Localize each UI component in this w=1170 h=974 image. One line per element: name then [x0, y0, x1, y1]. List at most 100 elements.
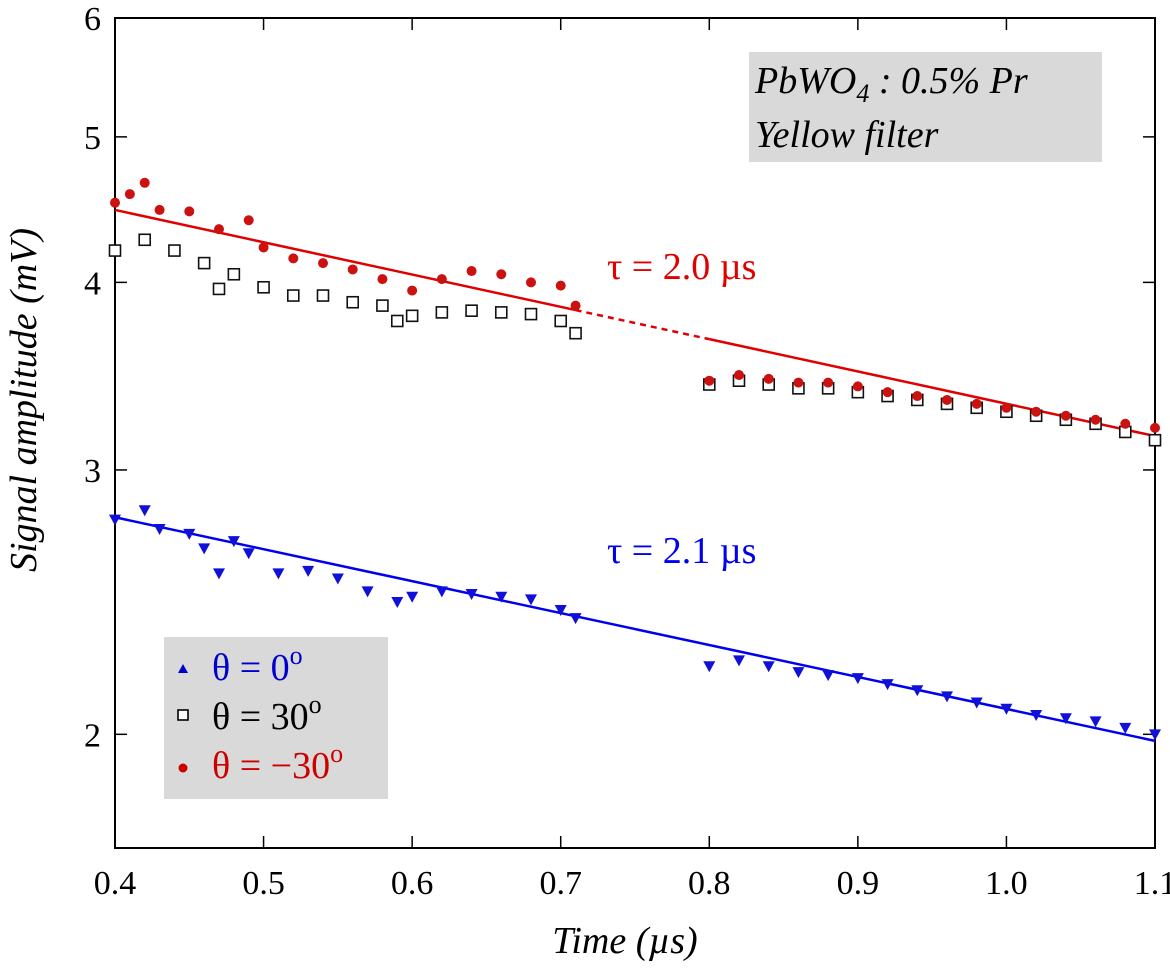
legend-entry-2: θ = −30o — [178, 739, 343, 787]
data-point-square — [435, 306, 449, 319]
data-point-circle — [793, 377, 804, 388]
x-tick-label: 0.6 — [391, 865, 434, 902]
data-point-triangle — [792, 667, 805, 679]
annotation-line-1: PbWO4 : 0.5% Pr — [754, 60, 1028, 108]
data-point-square — [494, 306, 508, 319]
y-tick-label: 4 — [84, 265, 101, 302]
data-point-triangle — [138, 505, 151, 517]
data-point-circle — [1150, 422, 1160, 433]
data-point-circle — [823, 377, 834, 388]
data-point-square — [1148, 433, 1162, 447]
annotation-main: PbWO — [754, 60, 856, 102]
data-point-triangle — [822, 670, 835, 682]
data-point-circle — [1001, 402, 1012, 413]
data-point-square — [390, 314, 404, 328]
tau-label-red: τ = 2.0 µs — [607, 246, 756, 288]
data-point-circle — [912, 391, 923, 402]
data-point-triangle — [881, 679, 894, 691]
legend-label-1: θ = 30o — [212, 690, 322, 738]
y-axis-ticks: 2 3 4 5 6 — [84, 1, 1155, 754]
data-point-circle — [555, 280, 566, 291]
data-point-square — [168, 244, 181, 257]
y-tick-label: 6 — [84, 1, 101, 38]
x-tick-label: 0.5 — [242, 865, 285, 902]
x-axis-title: Time (µs) — [552, 920, 697, 962]
data-point-triangle — [391, 596, 404, 608]
x-axis-ticks: 0.4 0.5 0.6 0.7 0.8 0.9 1.0 1.1 — [94, 18, 1170, 902]
annotation-subscript: 4 — [856, 79, 869, 108]
data-point-triangle — [525, 594, 537, 606]
data-point-triangle — [435, 586, 448, 598]
plot-frame — [114, 17, 1156, 849]
data-point-circle — [971, 398, 982, 409]
data-point-triangle — [153, 524, 166, 536]
data-point-triangle — [272, 568, 285, 580]
data-points — [108, 177, 1162, 741]
data-point-circle — [407, 285, 418, 296]
data-point-triangle — [495, 591, 508, 603]
data-point-square — [138, 233, 152, 247]
data-point-triangle — [733, 655, 745, 667]
data-point-triangle — [361, 586, 374, 598]
annotation-line-2: Yellow filter — [755, 114, 939, 156]
data-point-circle — [1031, 406, 1042, 417]
data-point-triangle — [109, 514, 121, 526]
fit-line-segment — [709, 337, 1156, 438]
fit-line — [114, 516, 1156, 743]
data-point-triangle — [851, 673, 864, 685]
data-point-circle — [184, 206, 195, 217]
y-tick-label: 5 — [84, 120, 101, 157]
data-point-square — [346, 295, 360, 309]
legend-label-2-sup: o — [330, 739, 343, 768]
x-tick-label: 1.0 — [985, 865, 1028, 902]
x-tick-label: 0.8 — [688, 865, 731, 902]
legend-label-1-text: θ = 30 — [212, 696, 309, 738]
data-point-square — [465, 304, 478, 317]
data-point-circle — [942, 394, 952, 405]
data-point-square — [227, 267, 241, 281]
data-point-circle — [110, 197, 120, 208]
data-point-square — [286, 289, 300, 302]
legend-entry-1: θ = 30o — [177, 690, 322, 738]
data-point-triangle — [1119, 722, 1132, 734]
data-point-square — [212, 282, 226, 296]
data-point-circle — [526, 277, 536, 288]
data-point-square — [316, 289, 330, 302]
x-tick-label: 0.7 — [539, 865, 582, 902]
legend-box — [164, 637, 388, 799]
data-point-circle — [466, 266, 477, 277]
data-point-triangle — [1089, 716, 1102, 728]
legend-label-0: θ = 0o — [212, 641, 303, 689]
data-point-circle — [139, 177, 150, 188]
data-point-square — [108, 244, 122, 257]
data-point-triangle — [970, 697, 983, 709]
annotation-box — [749, 52, 1102, 162]
legend-entry-0: θ = 0o — [178, 641, 303, 689]
data-point-triangle — [1030, 710, 1043, 722]
data-point-circle — [1090, 414, 1101, 425]
data-point-circle — [496, 269, 507, 280]
data-point-triangle — [183, 528, 196, 540]
data-point-square — [554, 314, 568, 328]
legend-label-0-sup: o — [290, 641, 303, 670]
legend-label-2: θ = −30o — [212, 739, 343, 787]
x-tick-label: 0.4 — [94, 865, 137, 902]
legend-marker-square — [177, 709, 189, 721]
data-point-triangle — [1059, 713, 1072, 725]
data-point-square — [376, 299, 389, 312]
y-tick-label: 2 — [84, 717, 101, 754]
data-point-triangle — [911, 685, 924, 697]
y-tick-label: 3 — [84, 453, 101, 490]
fit-line-dashed — [575, 308, 710, 341]
fit-line-segment — [114, 208, 576, 312]
data-point-triangle — [569, 613, 582, 625]
data-point-triangle — [1149, 729, 1161, 741]
data-point-triangle — [762, 661, 775, 673]
data-point-circle — [154, 204, 165, 215]
data-point-square — [257, 280, 270, 294]
x-tick-label: 0.9 — [837, 865, 880, 902]
data-point-circle — [214, 224, 224, 235]
data-point-circle — [318, 258, 328, 269]
legend-label-1-sup: o — [309, 690, 322, 719]
data-point-circle — [1120, 418, 1131, 429]
